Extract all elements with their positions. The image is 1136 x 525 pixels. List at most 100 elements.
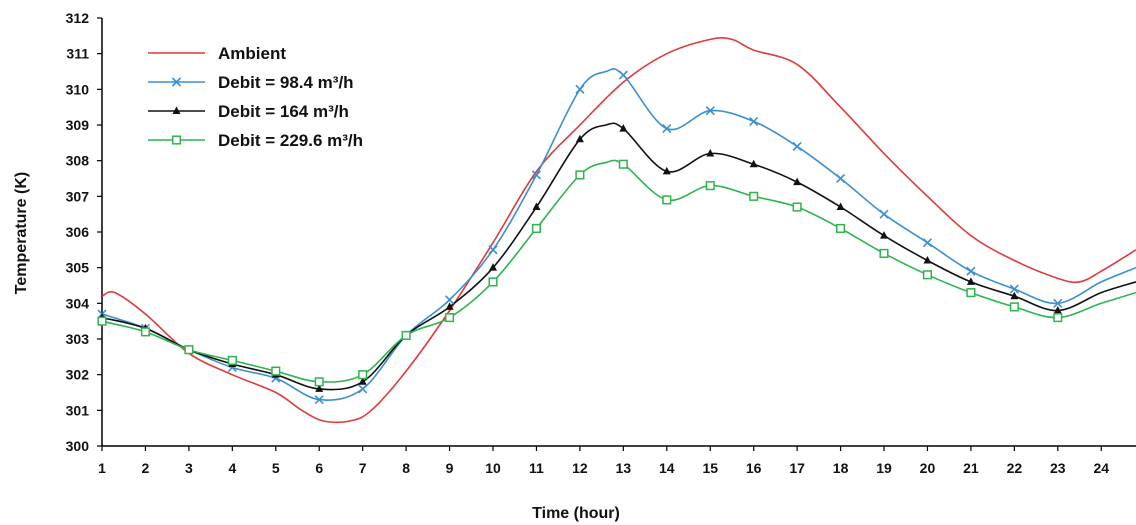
data-point-series-1 (488, 245, 498, 255)
data-point-series-1 (966, 266, 976, 276)
x-tick-label: 15 (702, 460, 718, 476)
legend-label-2: Debit = 164 m³/h (218, 102, 349, 121)
data-point-series-2 (358, 377, 367, 385)
y-tick-label: 311 (66, 46, 89, 62)
data-point-series-3 (271, 366, 281, 376)
data-point-series-3 (922, 270, 933, 280)
data-point-series-1 (575, 84, 585, 94)
x-tick-label: 1 (98, 460, 106, 476)
x-tick-label: 14 (659, 460, 675, 476)
x-tick-label: 10 (485, 460, 501, 476)
series-line-3 (101, 159, 1136, 383)
x-tick-label: 6 (315, 460, 323, 476)
data-point-series-2 (1010, 291, 1019, 300)
series-markers (97, 70, 1063, 405)
data-point-series-3 (227, 355, 237, 365)
legend-marker-1 (171, 77, 182, 87)
x-tick-label: 11 (529, 460, 544, 476)
y-tick-label: 304 (66, 295, 90, 311)
y-tick-label: 306 (66, 224, 90, 240)
data-point-series-1 (922, 238, 933, 248)
data-point-series-2 (532, 202, 541, 211)
x-tick-label: 5 (272, 460, 280, 476)
data-point-series-3 (1053, 313, 1063, 323)
x-tick-label: 20 (920, 460, 936, 476)
data-point-series-1 (749, 116, 759, 126)
data-point-series-3 (662, 195, 672, 205)
data-point-series-1 (444, 295, 455, 305)
data-point-series-3 (445, 313, 455, 323)
data-point-series-2 (315, 384, 324, 392)
data-point-series-1 (879, 209, 889, 219)
x-tick-label: 16 (746, 460, 762, 476)
data-point-series-1 (836, 173, 846, 184)
series-line-0 (101, 37, 1136, 424)
y-tick-label: 309 (66, 117, 90, 133)
y-axis-ticks: 300 301 302 303 304 305 306 307 308 309 310 311 312 (66, 10, 102, 454)
x-tick-label: 22 (1007, 460, 1023, 476)
legend-label-1: Debit = 98.4 m³/h (218, 73, 354, 92)
data-point-series-3 (314, 377, 324, 387)
data-point-series-2 (880, 231, 889, 239)
data-point-series-2 (489, 263, 498, 271)
data-point-series-1 (531, 170, 542, 180)
x-axis-title: Time (hour) (532, 505, 620, 522)
y-tick-label: 300 (66, 438, 90, 454)
data-point-series-2 (1053, 305, 1062, 314)
y-tick-label: 305 (66, 260, 90, 276)
x-tick-label: 24 (1093, 460, 1109, 476)
data-point-series-2 (706, 149, 715, 157)
x-axis-ticks: 1 2 3 4 5 6 7 8 9 10 11 12 13 14 15 16 17 18 19 20 21 22 23 24 (98, 446, 1109, 476)
data-point-series-3 (618, 159, 628, 169)
x-tick-label: 8 (402, 460, 410, 476)
data-point-series-2 (662, 166, 671, 175)
chart-legend: Ambient Debit = 98.4 m³/h Debit = 164 m³/h… (148, 44, 363, 150)
legend-marker-3 (171, 135, 182, 145)
data-point-series-3 (488, 277, 498, 287)
data-point-series-3 (184, 345, 194, 355)
x-tick-label: 2 (142, 460, 150, 476)
data-point-series-1 (1009, 284, 1019, 294)
series-line-1 (101, 68, 1136, 401)
data-point-series-2 (575, 134, 584, 143)
x-tick-label: 23 (1050, 460, 1066, 476)
data-point-series-3 (358, 370, 368, 380)
y-tick-label: 302 (66, 367, 90, 383)
data-point-series-3 (140, 327, 150, 337)
data-point-series-3 (531, 223, 542, 233)
y-tick-label: 310 (66, 81, 90, 97)
data-point-series-3 (966, 288, 976, 298)
data-point-series-2 (445, 302, 454, 310)
data-point-series-3 (575, 170, 585, 180)
data-point-series-3 (749, 191, 759, 201)
data-point-series-3 (792, 202, 802, 212)
y-tick-label: 301 (66, 402, 90, 418)
data-point-series-2 (749, 159, 758, 168)
data-point-series-1 (1053, 298, 1063, 308)
x-tick-label: 7 (359, 460, 367, 476)
data-point-series-1 (358, 384, 368, 394)
x-tick-label: 18 (833, 460, 849, 476)
data-point-series-3 (401, 330, 411, 340)
data-point-series-3 (705, 181, 715, 191)
x-tick-label: 21 (963, 460, 979, 476)
data-point-series-1 (618, 70, 628, 80)
data-point-series-1 (705, 106, 715, 116)
data-point-series-1 (314, 395, 324, 405)
x-tick-label: 17 (789, 460, 805, 476)
legend-label-3: Debit = 229.6 m³/h (218, 131, 363, 150)
legend-label-0: Ambient (218, 44, 286, 63)
y-axis-title: Temperature (K) (13, 172, 30, 294)
series-line-2 (101, 122, 1136, 391)
y-tick-label: 308 (66, 153, 90, 169)
data-point-series-2 (619, 124, 628, 132)
legend-marker-2 (172, 106, 181, 114)
x-tick-label: 13 (616, 460, 632, 476)
x-tick-label: 3 (185, 460, 193, 476)
data-point-series-3 (97, 316, 107, 326)
x-tick-label: 4 (228, 460, 236, 476)
y-tick-label: 312 (66, 10, 90, 26)
data-point-series-3 (879, 248, 889, 258)
y-tick-label: 303 (66, 331, 90, 347)
